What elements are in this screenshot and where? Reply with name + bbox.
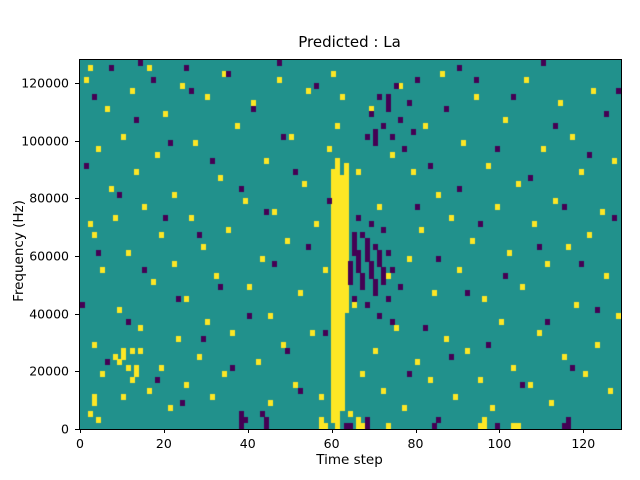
y-tick-label: 20000	[29, 363, 69, 379]
x-tick-mark	[415, 429, 417, 433]
y-axis-label: Frequency (Hz)	[11, 200, 27, 302]
x-tick-label: 60	[323, 436, 340, 451]
y-tick-label: 80000	[29, 190, 69, 206]
x-tick-label: 40	[239, 436, 256, 451]
x-tick-mark	[583, 429, 585, 433]
x-tick-label: 20	[155, 436, 172, 451]
y-tick-mark	[75, 256, 79, 258]
y-tick-label: 60000	[29, 248, 69, 264]
y-tick-label: 0	[61, 421, 69, 437]
x-axis-ticks: 0 20 40 60 80 100 120	[76, 429, 621, 451]
x-tick-mark	[163, 429, 165, 433]
y-tick-label: 120000	[21, 75, 69, 91]
x-tick-label: 120	[571, 436, 596, 451]
x-tick-label: 0	[76, 436, 84, 451]
y-tick-mark	[75, 371, 79, 373]
x-tick-mark	[331, 429, 333, 433]
y-tick-mark	[75, 83, 79, 85]
x-tick-label: 100	[487, 436, 512, 451]
y-tick-mark	[75, 198, 79, 200]
y-tick-mark	[75, 429, 79, 430]
y-tick-mark	[75, 140, 79, 142]
plot-title: Predicted : La	[298, 33, 401, 51]
x-tick-label: 80	[407, 436, 424, 451]
x-tick-mark	[499, 429, 501, 433]
heatmap-canvas	[80, 60, 621, 429]
x-tick-mark	[80, 429, 81, 433]
plot-area	[79, 59, 622, 430]
x-tick-mark	[247, 429, 249, 433]
y-tick-label: 40000	[29, 306, 69, 322]
y-axis-ticks: 0 20000 40000 60000 80000 100000 120000	[0, 60, 79, 437]
x-axis-label: Time step	[316, 452, 383, 468]
y-tick-label: 100000	[21, 133, 69, 149]
y-tick-mark	[75, 313, 79, 315]
